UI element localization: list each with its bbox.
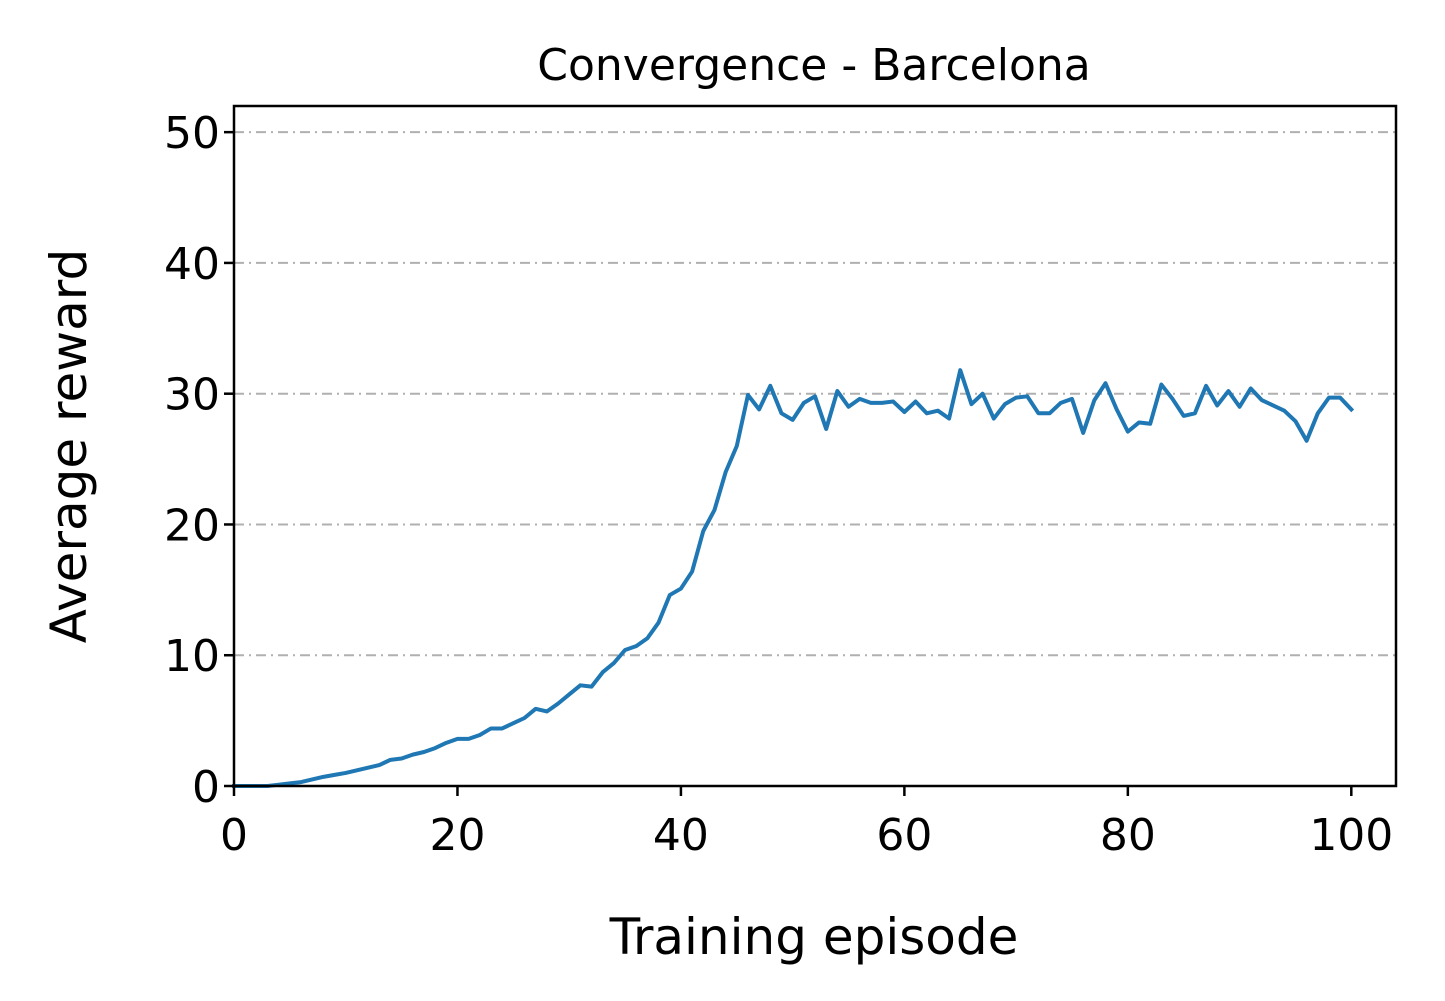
y-axis-label: Average reward	[40, 249, 98, 643]
y-tick-label: 50	[164, 108, 220, 159]
x-axis-label: Training episode	[609, 908, 1019, 966]
plot-frame	[232, 104, 1398, 788]
x-tick-label: 0	[220, 810, 248, 861]
x-tick-label: 100	[1309, 810, 1393, 861]
y-tick-label: 0	[192, 762, 220, 813]
x-axis: 0 20 40 60 80 100	[220, 786, 1393, 861]
gridlines	[234, 131, 1396, 657]
y-tick-label: 40	[164, 239, 220, 290]
x-tick-label: 20	[429, 810, 485, 861]
y-axis: 0 10 20 30 40 50	[164, 108, 234, 813]
series-line-0	[232, 368, 1355, 788]
y-tick-label: 30	[164, 370, 220, 421]
chart-title: Convergence - Barcelona	[537, 40, 1090, 91]
y-tick-label: 20	[164, 500, 220, 551]
x-tick-label: 60	[876, 810, 932, 861]
x-tick-label: 40	[653, 810, 709, 861]
y-tick-label: 10	[164, 631, 220, 682]
x-tick-label: 80	[1100, 810, 1156, 861]
series-group	[232, 368, 1355, 788]
